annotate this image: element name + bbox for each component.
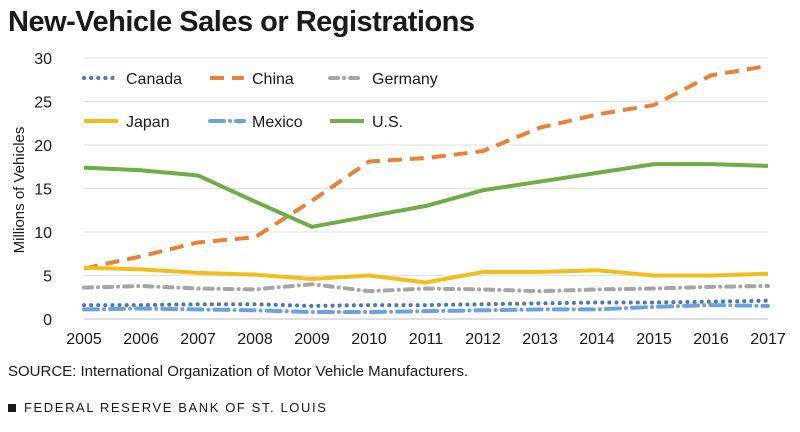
y-tick-label: 0 bbox=[43, 312, 52, 329]
x-tick-label: 2016 bbox=[693, 331, 729, 348]
chart-title: New-Vehicle Sales or Registrations bbox=[8, 6, 475, 38]
y-tick-label: 15 bbox=[34, 182, 52, 199]
x-tick-label: 2006 bbox=[123, 331, 159, 348]
x-tick-label: 2010 bbox=[351, 331, 387, 348]
y-tick-label: 10 bbox=[34, 225, 52, 242]
footer-square-icon bbox=[8, 403, 16, 412]
x-tick-label: 2017 bbox=[750, 331, 786, 348]
y-tick-label: 25 bbox=[34, 95, 52, 112]
x-tick-label: 2012 bbox=[465, 331, 501, 348]
x-tick-label: 2014 bbox=[579, 331, 615, 348]
legend-label: Canada bbox=[126, 71, 182, 88]
x-tick-label: 2008 bbox=[237, 331, 273, 348]
series-line-mexico bbox=[82, 303, 770, 315]
x-tick-label: 2005 bbox=[66, 331, 102, 348]
y-tick-label: 20 bbox=[34, 138, 52, 155]
y-tick-label: 30 bbox=[34, 51, 52, 68]
x-tick-label: 2007 bbox=[180, 331, 216, 348]
line-chart: 0 5 10 15 20 25 30 2005 2006 2007 2008 2009 2010 201… bbox=[11, 51, 786, 348]
y-axis-label: Millions of Vehicles bbox=[11, 127, 28, 254]
legend: Canada China Germany Japan Mexico U.S. bbox=[82, 71, 438, 131]
series-lines bbox=[82, 63, 770, 315]
legend-label: U.S. bbox=[372, 114, 403, 131]
legend-label: Japan bbox=[126, 114, 170, 131]
y-tick-labels: 0 5 10 15 20 25 30 bbox=[34, 51, 52, 329]
series-line-japan bbox=[83, 265, 769, 285]
x-tick-labels: 2005 2006 2007 2008 2009 2010 2011 2012 2013 2014… bbox=[66, 331, 786, 348]
footer-text: FEDERAL RESERVE BANK OF ST. LOUIS bbox=[24, 400, 328, 415]
series-line-germany bbox=[82, 282, 770, 294]
series-line-us bbox=[83, 162, 769, 229]
series-line-china bbox=[83, 63, 769, 271]
y-tick-label: 5 bbox=[43, 269, 52, 286]
series-line-canada bbox=[82, 298, 770, 308]
legend-label: Mexico bbox=[252, 114, 303, 131]
y-gridlines bbox=[84, 57, 768, 320]
footer: FEDERAL RESERVE BANK OF ST. LOUIS bbox=[8, 400, 327, 415]
legend-label: Germany bbox=[372, 71, 438, 88]
x-tick-label: 2015 bbox=[636, 331, 672, 348]
legend-label: China bbox=[252, 71, 294, 88]
x-tick-label: 2013 bbox=[522, 331, 558, 348]
source-note: SOURCE: International Organization of Mo… bbox=[8, 363, 469, 380]
x-tick-label: 2011 bbox=[409, 331, 444, 348]
x-tick-label: 2009 bbox=[294, 331, 330, 348]
